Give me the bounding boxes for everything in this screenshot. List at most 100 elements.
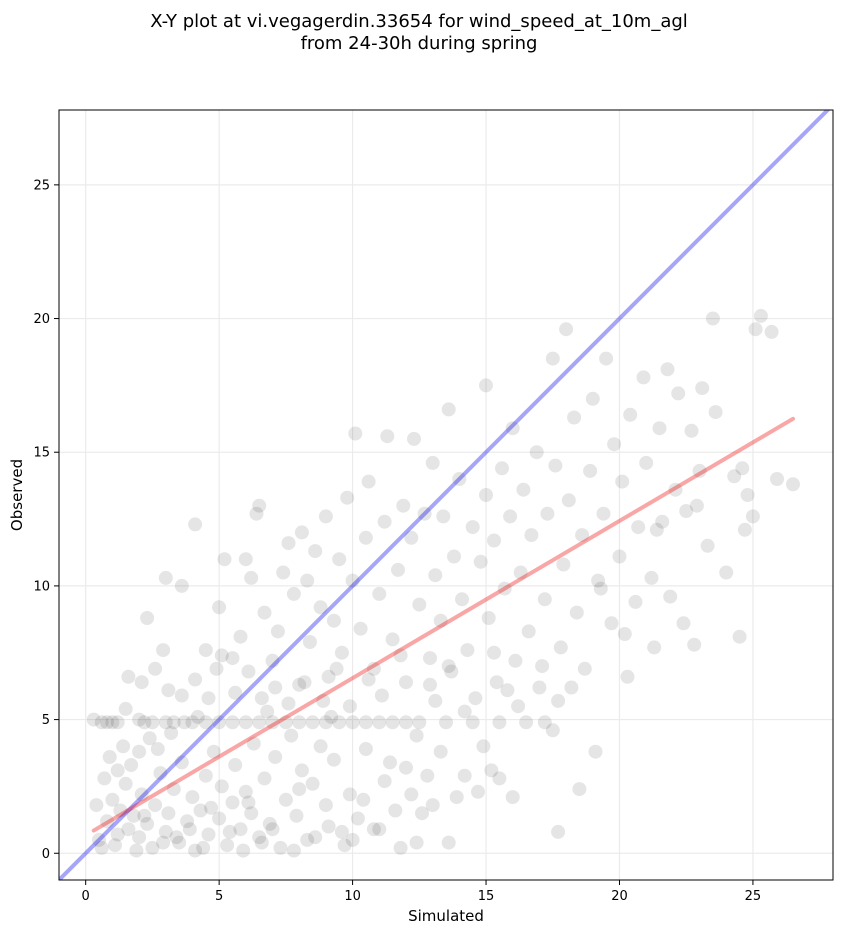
scatter-point: [668, 482, 683, 497]
scatter-point: [420, 768, 435, 783]
scatter-point: [449, 790, 464, 805]
scatter-point: [252, 498, 267, 513]
scatter-point: [268, 680, 283, 695]
scatter-point: [292, 677, 307, 692]
scatter-point: [137, 715, 152, 730]
scatter-point: [660, 362, 675, 377]
scatter-point: [156, 835, 171, 850]
scatter-point: [439, 715, 453, 730]
scatter-point: [276, 565, 291, 580]
scatter-point: [372, 822, 387, 837]
scatter-point: [110, 763, 125, 778]
scatter-point: [214, 648, 229, 663]
scatter-point: [551, 693, 566, 708]
scatter-point: [521, 624, 536, 639]
scatter-point: [260, 704, 275, 719]
scatter-point: [396, 498, 411, 513]
scatter-point: [188, 672, 203, 687]
scatter-point: [585, 391, 600, 406]
chart-title: X-Y plot at vi.vegagerdin.33654 for wind…: [150, 11, 688, 32]
scatter-point: [692, 463, 707, 478]
scatter-point: [148, 798, 163, 813]
scatter-point: [732, 629, 747, 644]
scatter-point: [110, 715, 125, 730]
scatter-point: [134, 787, 149, 802]
scatter-point: [329, 661, 344, 676]
scatter-point: [358, 530, 373, 545]
scatter-point: [292, 715, 307, 730]
scatter-point: [265, 653, 280, 668]
scatter-point: [238, 784, 253, 799]
scatter-point: [505, 421, 520, 436]
scatter-point: [220, 838, 235, 853]
scatter-point: [254, 835, 269, 850]
scatter-point: [361, 672, 376, 687]
scatter-point: [553, 640, 568, 655]
scatter-point: [158, 715, 173, 730]
scatter-point: [529, 445, 544, 460]
scatter-point: [366, 661, 381, 676]
scatter-point: [193, 803, 208, 818]
scatter-point: [607, 437, 622, 452]
scatter-point: [537, 715, 552, 730]
reference-lines: [59, 110, 831, 880]
scatter-point: [545, 723, 560, 738]
scatter-point: [423, 651, 437, 666]
scatter-point: [764, 324, 779, 339]
scatter-point: [455, 592, 469, 607]
scatter-point: [505, 790, 520, 805]
scatter-point: [198, 643, 213, 658]
scatter-point: [695, 381, 710, 396]
scatter-point: [321, 669, 336, 684]
scatter-point: [118, 701, 133, 716]
y-tick-label: 0: [42, 847, 50, 862]
scatter-point: [559, 322, 574, 337]
scatter-point: [209, 661, 224, 676]
scatter-point: [393, 840, 408, 855]
scatter-point: [241, 664, 256, 679]
scatter-point: [337, 838, 352, 853]
scatter-point: [628, 594, 643, 609]
scatter-point: [377, 774, 392, 789]
plot-frame: [58, 109, 834, 881]
scatter-point: [105, 792, 120, 807]
scatter-point: [318, 715, 333, 730]
scatter-point: [124, 758, 139, 772]
scatter-point: [444, 664, 459, 679]
scatter-point: [575, 528, 590, 543]
scatter-point: [569, 605, 584, 620]
scatter-point: [495, 461, 509, 476]
scatter-point: [332, 715, 347, 730]
scatter-point: [342, 699, 357, 714]
x-tick-label: 5: [215, 889, 223, 904]
x-tick-label: 25: [745, 889, 762, 904]
scatter-point: [374, 688, 389, 703]
scatter-point: [561, 493, 576, 508]
scatter-point: [770, 472, 784, 486]
scatter-point: [356, 792, 371, 807]
scatter-point: [412, 715, 427, 730]
scatter-point: [286, 586, 301, 601]
scatter-point: [190, 709, 205, 724]
scatter-point: [292, 782, 307, 797]
scatter-point: [612, 549, 627, 564]
scatter-point: [198, 768, 213, 783]
scatter-point: [409, 835, 424, 850]
scatter-point: [503, 509, 518, 524]
x-tick-label: 0: [82, 889, 90, 904]
scatter-point: [302, 635, 317, 649]
scatter-point: [321, 819, 336, 834]
scatter-point: [663, 589, 678, 604]
scatter-point: [238, 715, 253, 730]
scatter-point: [481, 611, 496, 625]
scatter-point: [100, 715, 114, 730]
scatter-point: [740, 488, 755, 502]
scatter-point: [161, 806, 176, 821]
scatter-point: [313, 600, 328, 615]
scatter-point: [145, 715, 160, 730]
scatter-point: [273, 840, 288, 855]
scatter-point: [300, 573, 315, 588]
grid-lines: [59, 110, 833, 880]
scatter-point: [684, 423, 699, 438]
